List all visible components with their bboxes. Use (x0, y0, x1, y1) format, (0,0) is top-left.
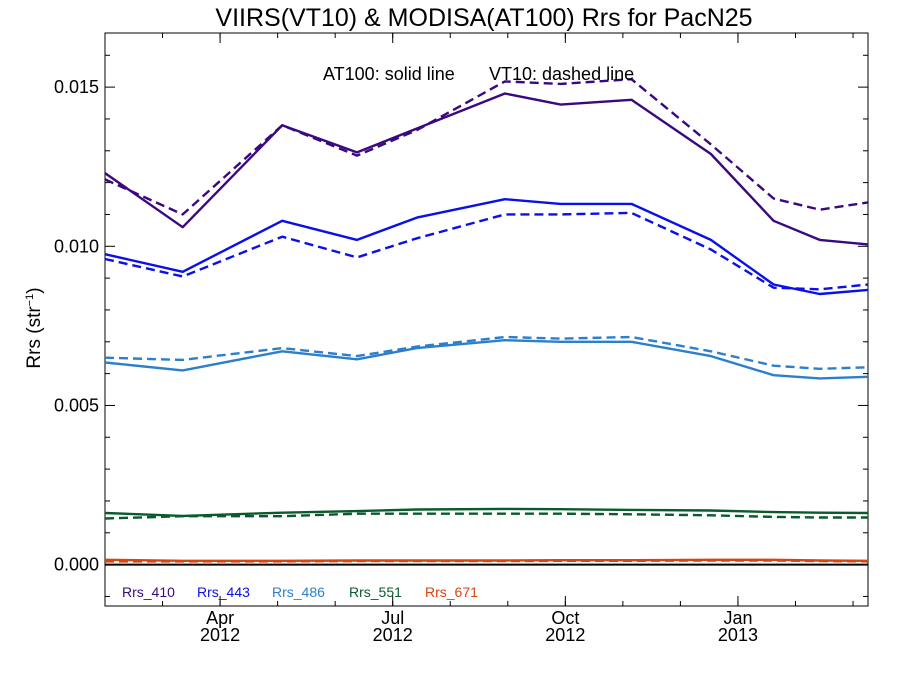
plot-frame (104, 32, 869, 607)
y-tick-label-1: 0.005 (54, 395, 99, 415)
series-rrs-551-dashed-line (104, 512, 868, 520)
legend: Rrs_410 Rrs_443 Rrs_486 Rrs_551 Rrs_671 (122, 584, 478, 600)
series-rrs-410-dashed-line (104, 77, 869, 216)
legend-item-rrs-551: Rrs_551 (349, 584, 402, 600)
legend-item-rrs-486: Rrs_486 (272, 584, 325, 600)
series-rrs-443-dashed-line (104, 211, 869, 291)
series-rrs-671-dashed-line (105, 559, 869, 563)
series-rrs-410-solid-line (104, 92, 869, 246)
y-tick-label-0: 0.000 (54, 555, 99, 575)
series-rrs-443-solid-line (104, 197, 869, 296)
series-rrs-486-dashed-line (104, 335, 869, 370)
y-tick-label-2: 0.010 (54, 236, 99, 256)
x-tick-year-2: 2012 (545, 625, 585, 645)
legend-item-rrs-671: Rrs_671 (425, 584, 478, 600)
series-rrs-486-solid-line (104, 339, 869, 380)
y-tick-label-3: 0.015 (54, 77, 99, 97)
y-axis-label: Rrs (str−1) (24, 287, 45, 368)
y-axis-label-main: Rrs (str (24, 306, 45, 369)
chart-title: VIIRS(VT10) & MODISA(AT100) Rrs for PacN… (215, 4, 752, 32)
legend-item-rrs-410: Rrs_410 (122, 584, 175, 600)
legend-item-rrs-443: Rrs_443 (197, 584, 250, 600)
dashed-line-note: VT10: dashed line (489, 64, 634, 84)
x-tick-label-2: Oct (551, 608, 579, 628)
x-tick-year-3: 2013 (718, 625, 758, 645)
x-tick-year-1: 2012 (373, 625, 413, 645)
x-tick-label-3: Jan (723, 608, 752, 628)
series-rrs-551-solid-line (104, 507, 869, 518)
x-tick-label-1: Jul (381, 608, 404, 628)
plot-area: 0.0000.0050.0100.015Apr2012Jul2012Oct201… (54, 32, 869, 645)
x-tick-year-0: 2012 (200, 625, 240, 645)
solid-line-note: AT100: solid line (323, 64, 455, 84)
y-axis-label-exponent: −1 (24, 294, 36, 307)
y-axis-label-close: ) (24, 287, 45, 293)
svg-text:Rrs (str−1): Rrs (str−1) (24, 287, 45, 368)
x-tick-label-0: Apr (206, 608, 234, 628)
